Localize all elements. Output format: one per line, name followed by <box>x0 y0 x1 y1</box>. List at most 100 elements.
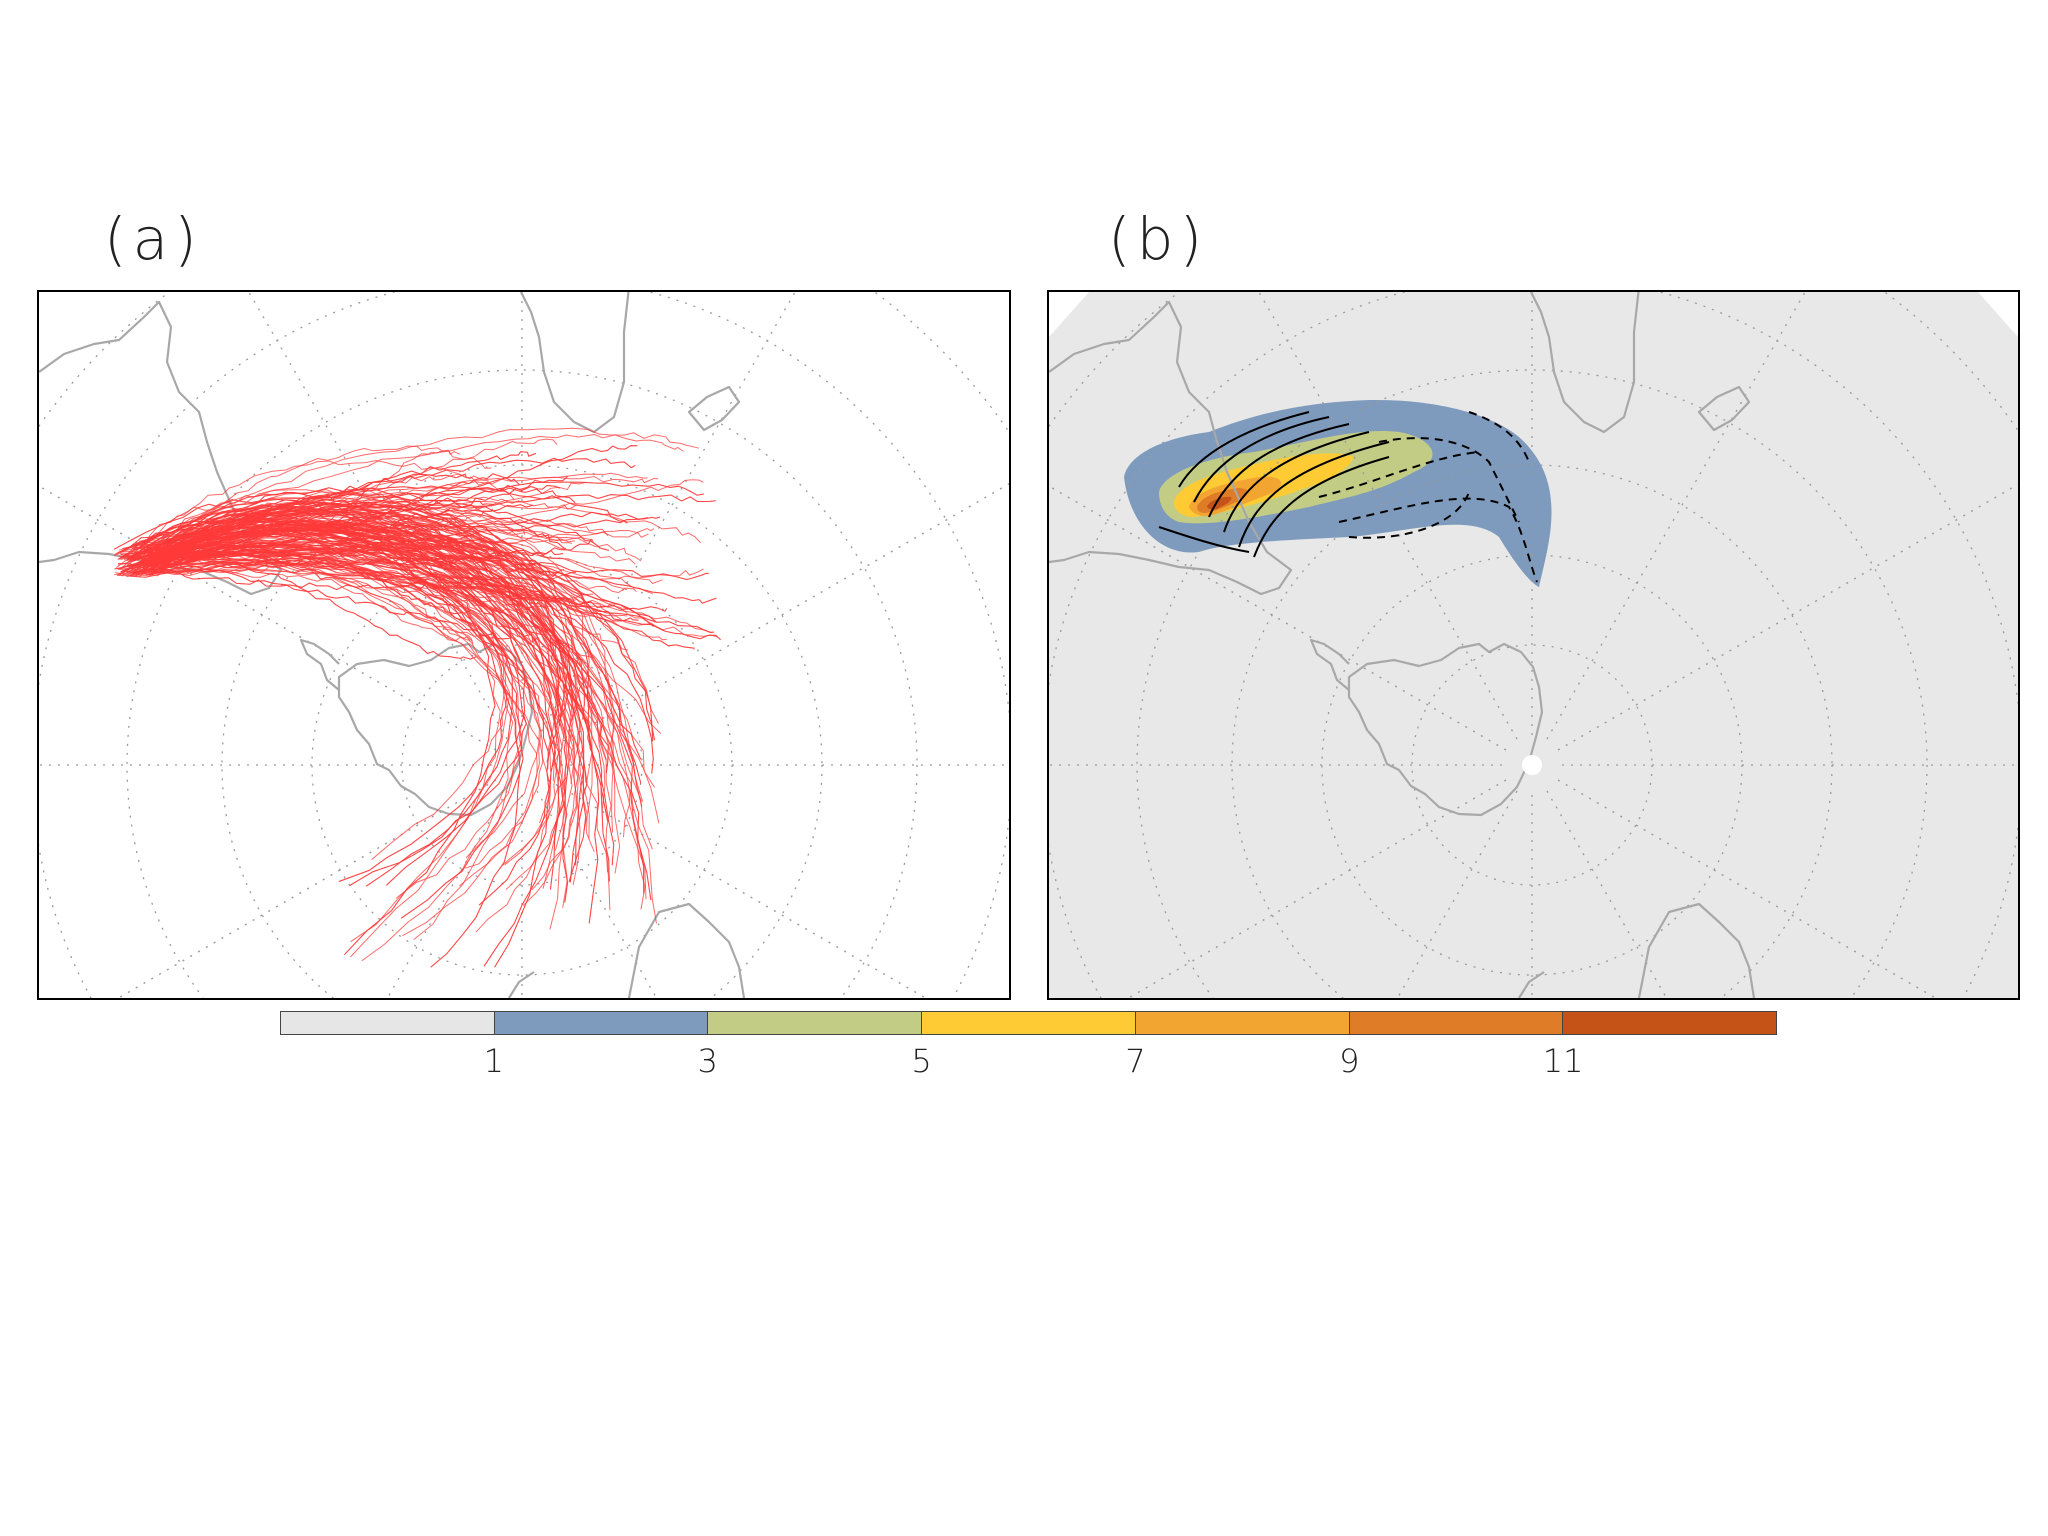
positive-contour <box>1193 416 1330 503</box>
track-line <box>117 451 537 560</box>
track-line <box>140 445 638 560</box>
track-line <box>120 530 496 956</box>
colorbar-tick-label: 3 <box>697 1042 718 1080</box>
lat-lon-grid <box>1049 292 2018 998</box>
anomaly-contours <box>1158 411 1538 583</box>
coastline <box>1309 638 1350 691</box>
colorbar-tick-label: 1 <box>483 1042 505 1080</box>
track-line <box>150 554 607 761</box>
pole-marker <box>1522 755 1542 775</box>
coastline <box>687 385 741 432</box>
positive-contour <box>1158 526 1250 553</box>
meridian <box>386 790 508 998</box>
track-line <box>145 538 508 860</box>
negative-contour <box>1348 491 1470 539</box>
colorbar-tick-label: 5 <box>911 1042 932 1080</box>
track-line <box>148 559 527 887</box>
latitude-circle <box>1136 369 1928 998</box>
track-line <box>114 568 712 633</box>
track-line <box>137 459 515 551</box>
track-line <box>113 498 464 566</box>
coastline <box>1518 971 1545 998</box>
track-line <box>160 499 494 569</box>
track-line <box>122 493 610 558</box>
positive-contour <box>1238 441 1390 548</box>
track-line <box>117 543 584 866</box>
track-line <box>163 545 564 890</box>
track-line <box>139 473 467 572</box>
track-line <box>139 542 588 882</box>
track-line <box>159 491 492 552</box>
negative-contour <box>1318 451 1480 498</box>
coastline <box>1697 385 1751 432</box>
track-line <box>145 544 498 560</box>
coastline <box>1637 902 1756 998</box>
track-line <box>140 487 566 558</box>
track-line <box>159 556 477 660</box>
track-line <box>155 524 609 774</box>
track-line <box>153 548 561 728</box>
coastlines <box>1049 292 1756 998</box>
colorbar-segment <box>494 1012 709 1034</box>
colorbar-tick-label: 11 <box>1542 1042 1584 1080</box>
track-line <box>130 542 473 578</box>
cyclone-tracks <box>113 427 721 968</box>
track-line <box>146 489 575 556</box>
negative-contour <box>1378 437 1520 523</box>
negative-contour <box>1468 411 1530 463</box>
positive-contour <box>1253 456 1390 558</box>
map-panel-a <box>37 290 1011 1000</box>
track-line <box>124 427 700 568</box>
latitude-circle <box>126 369 918 998</box>
track-map-a <box>39 292 1009 998</box>
meridian <box>547 483 1009 751</box>
colorbar-segment <box>1135 1012 1350 1034</box>
track-line <box>118 518 565 600</box>
panel-a-label: (a) <box>104 205 203 273</box>
colorbar-segment <box>1563 1012 1777 1034</box>
colorbar-tick-label: 7 <box>1125 1042 1146 1080</box>
density-level-6 <box>1207 496 1232 510</box>
coastline <box>1530 292 1640 434</box>
coastline <box>1049 300 1293 596</box>
colorbar-segment <box>1349 1012 1564 1034</box>
density-map-b <box>1049 292 2018 998</box>
meridian <box>547 779 927 998</box>
track-line <box>117 543 584 866</box>
coastline <box>508 971 535 998</box>
track-line <box>149 507 577 578</box>
track-line <box>147 503 590 725</box>
track-line <box>156 445 492 550</box>
colorbar-segment <box>281 1012 495 1034</box>
meridian <box>117 779 497 998</box>
positive-contour <box>1208 423 1350 518</box>
coastlines <box>39 292 746 998</box>
track-line <box>156 500 572 723</box>
track-line <box>131 543 645 894</box>
track-line <box>130 485 628 562</box>
positive-contour <box>1223 431 1370 533</box>
track-line <box>151 510 652 901</box>
track-line <box>149 518 539 643</box>
track-line <box>152 525 585 883</box>
track-line <box>154 550 549 609</box>
colorbar-tick-label: 9 <box>1339 1042 1360 1080</box>
track-line <box>141 527 524 919</box>
colorbar-segment <box>708 1012 923 1034</box>
track-line <box>143 524 662 734</box>
coastline <box>520 292 630 434</box>
map-panel-b <box>1047 290 2020 1000</box>
coastline <box>627 902 746 998</box>
track-line <box>140 560 668 612</box>
track-line <box>120 530 496 956</box>
track-line <box>134 549 564 575</box>
track-line <box>126 550 501 958</box>
track-line <box>153 523 550 968</box>
colorbar <box>280 1011 1777 1035</box>
negative-contour <box>1338 497 1538 583</box>
positive-contour <box>1178 411 1310 488</box>
panel-b-label: (b) <box>1108 205 1209 273</box>
track-line <box>143 481 704 566</box>
coastline <box>299 638 340 691</box>
track-line <box>149 560 510 640</box>
